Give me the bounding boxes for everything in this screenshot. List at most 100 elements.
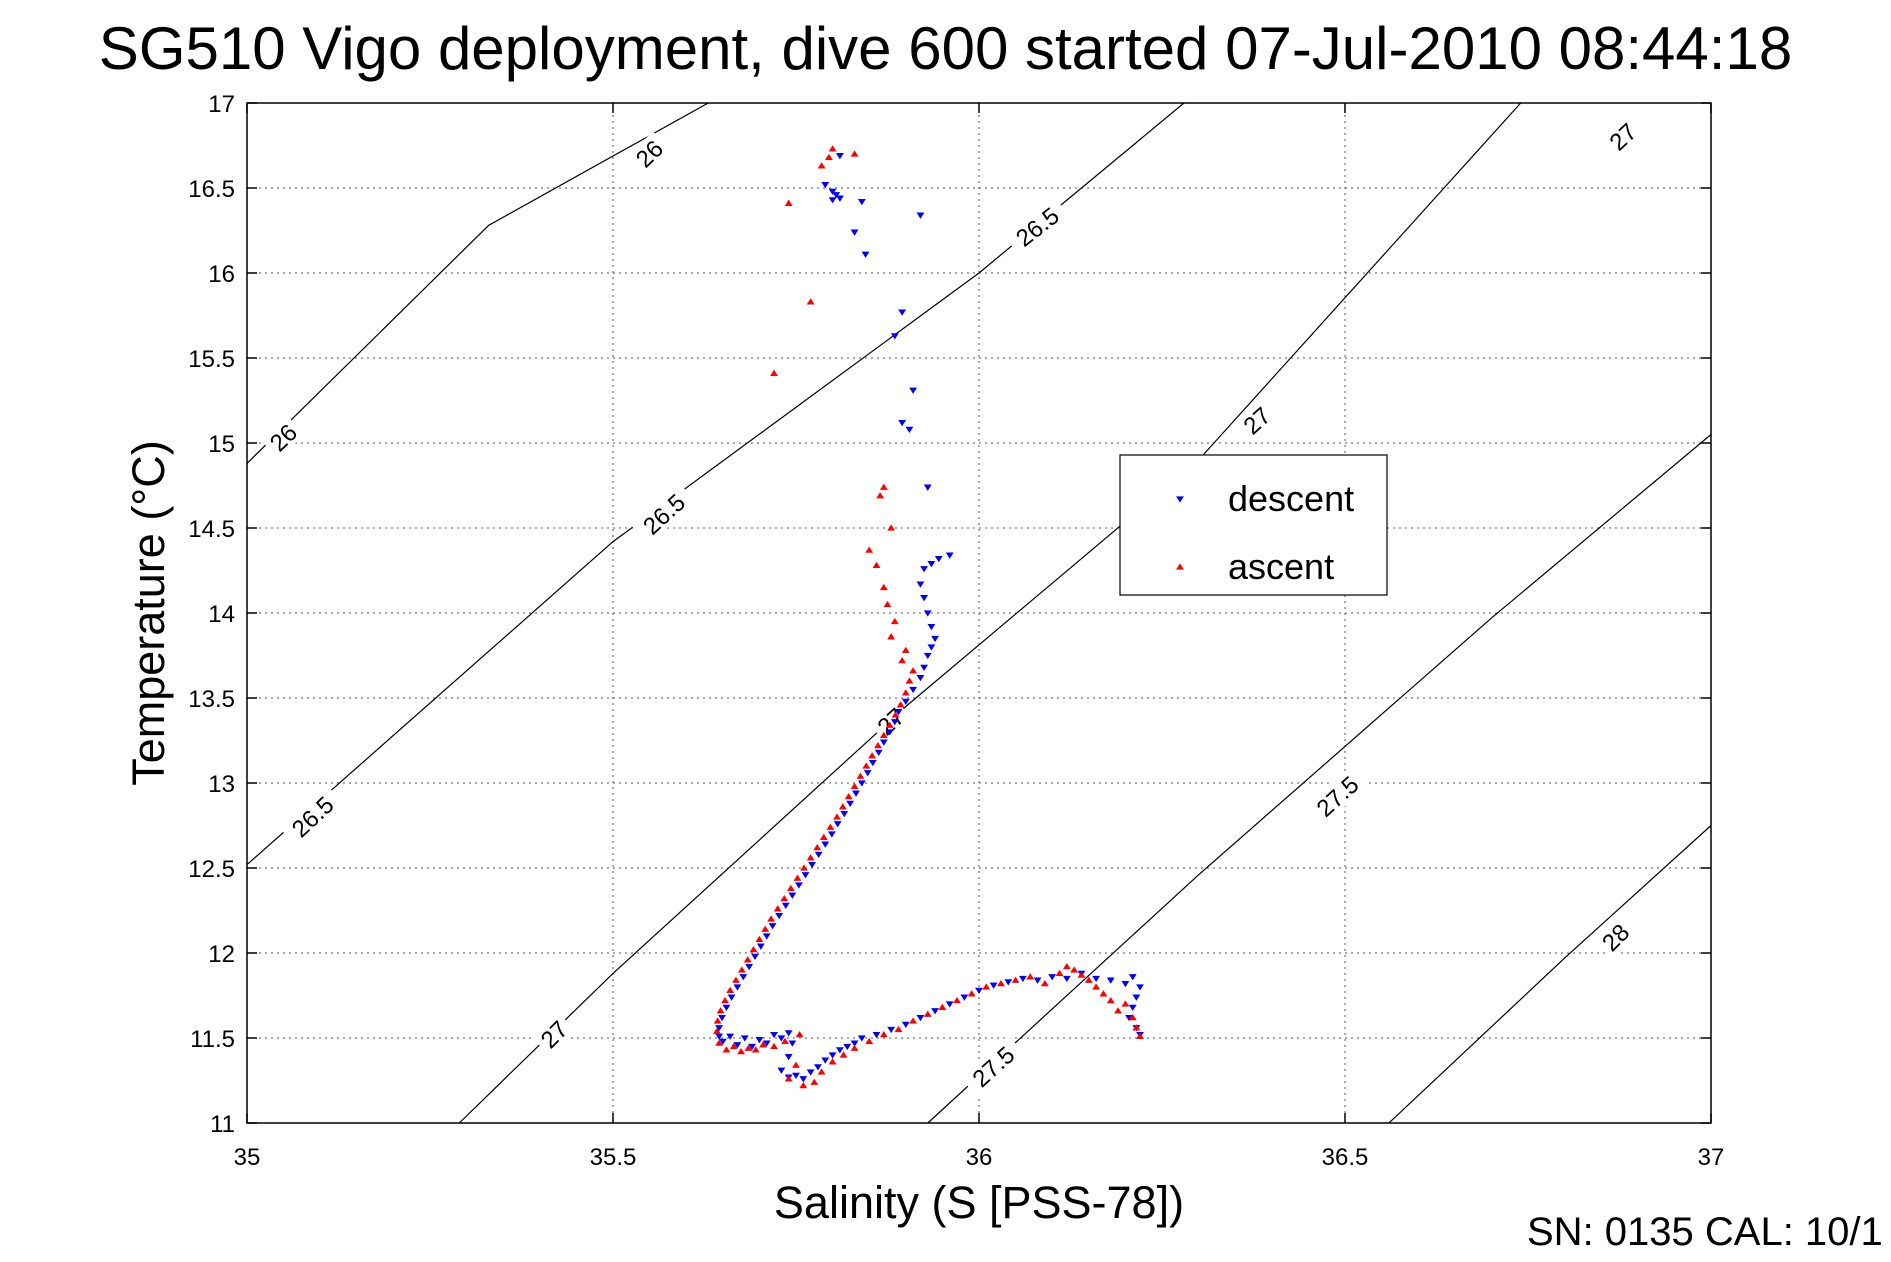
descent-point [1136, 984, 1144, 991]
ascent-point [786, 884, 795, 892]
descent-point [795, 882, 803, 889]
ascent-point [868, 752, 877, 759]
data-points [713, 145, 1144, 1089]
descent-point [1062, 975, 1071, 983]
ascent-point [813, 843, 822, 851]
ascent-point [767, 915, 776, 922]
y-tick-label: 16.5 [188, 176, 235, 203]
ascent-point [967, 990, 976, 997]
descent-point [828, 197, 837, 204]
ascent-point [894, 1025, 903, 1033]
ascent-point [721, 996, 729, 1004]
descent-point [806, 1069, 815, 1076]
legend: descent ascent [1119, 454, 1388, 596]
ascent-point [997, 979, 1005, 987]
ascent-point [770, 369, 778, 376]
descent-point [801, 872, 810, 879]
ascent-point [909, 667, 918, 674]
contour-line-27-5 [927, 434, 1712, 1124]
descent-point [885, 729, 894, 736]
svg-text:27: 27 [873, 703, 911, 741]
descent-point [835, 153, 844, 160]
descent-point [814, 1064, 822, 1071]
descent-point [916, 212, 925, 219]
descent-point [1121, 980, 1130, 988]
descent-point [887, 1026, 896, 1034]
contour-label: 27.5 [960, 1035, 1026, 1098]
ascent-point [890, 617, 899, 625]
ascent-point [901, 646, 910, 654]
y-tick-label: 15.5 [188, 346, 235, 373]
descent-point [916, 674, 925, 682]
ascent-point [826, 823, 835, 830]
ascent-point [1132, 1024, 1141, 1031]
y-tick-label: 17 [208, 91, 235, 118]
svg-text:26: 26 [631, 135, 669, 173]
descent-point [894, 708, 903, 716]
descent-point [833, 821, 842, 828]
contour-line-26-5 [246, 102, 1185, 866]
svg-text:27: 27 [1239, 402, 1277, 440]
y-axis-ticks: 11 11.5 12 12.5 13 13.5 14 14.5 15 15.5 16 16.5 17 [188, 91, 1711, 1138]
ascent-point [850, 150, 859, 157]
legend-marker-descent [1176, 496, 1184, 503]
y-tick-label: 14.5 [188, 516, 235, 543]
descent-point [739, 974, 748, 981]
descent-point [1106, 977, 1115, 984]
descent-point [909, 387, 918, 394]
ascent-point [982, 983, 991, 990]
y-tick-label: 13.5 [188, 686, 235, 713]
ascent-point [844, 792, 853, 800]
y-axis-label: Temperature (°C) [123, 440, 174, 786]
ascent-point [938, 1003, 947, 1011]
descent-point [840, 810, 849, 818]
ascent-point [850, 782, 859, 790]
ascent-point [865, 546, 874, 553]
descent-point [1092, 975, 1101, 983]
descent-point [733, 1042, 742, 1049]
descent-point [909, 686, 918, 694]
ascent-point [759, 1041, 767, 1048]
ascent-point [1121, 1000, 1130, 1007]
descent-point [832, 192, 841, 199]
contour-label: 27.5 [1304, 764, 1370, 827]
svg-text:26: 26 [265, 419, 303, 457]
ascent-point [1136, 1032, 1144, 1039]
descent-point [874, 749, 883, 757]
ascent-point [810, 1078, 819, 1085]
ascent-point [726, 986, 735, 994]
contour-line-27 [458, 102, 1522, 1124]
x-tick-label: 37 [1698, 1144, 1725, 1171]
descent-point [828, 188, 837, 196]
ascent-point [901, 689, 910, 696]
svg-text:28: 28 [1597, 919, 1635, 957]
descent-point [927, 623, 936, 631]
x-tick-label: 36 [966, 1144, 993, 1171]
x-tick-label: 36.5 [1322, 1144, 1369, 1171]
ascent-point [737, 966, 746, 973]
descent-point [843, 1043, 852, 1051]
descent-point [835, 1047, 844, 1054]
descent-point [852, 790, 860, 797]
descent-point [777, 1035, 786, 1042]
ascent-point [923, 1010, 932, 1017]
descent-point [989, 982, 998, 989]
contour-label: 28 [1593, 915, 1638, 959]
ascent-point [953, 996, 961, 1004]
y-tick-label: 13 [208, 771, 235, 798]
descent-point [784, 1054, 793, 1061]
descent-point [715, 1025, 724, 1032]
ascent-point [793, 874, 802, 881]
y-tick-label: 12.5 [188, 856, 235, 883]
descent-point [835, 195, 844, 202]
descent-point [821, 1057, 830, 1064]
descent-point [923, 652, 932, 660]
contour-label: 26 [260, 415, 305, 460]
ascent-point [896, 701, 905, 708]
descent-point [905, 426, 914, 434]
descent-point [861, 251, 870, 258]
descent-point [1033, 977, 1042, 984]
y-tick-label: 11 [210, 1111, 235, 1138]
ascent-point [885, 721, 894, 728]
descent-point [1004, 979, 1013, 986]
